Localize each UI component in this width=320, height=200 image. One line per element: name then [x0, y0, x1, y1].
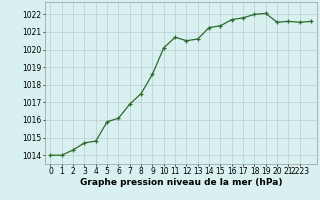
X-axis label: Graphe pression niveau de la mer (hPa): Graphe pression niveau de la mer (hPa)	[80, 178, 282, 187]
